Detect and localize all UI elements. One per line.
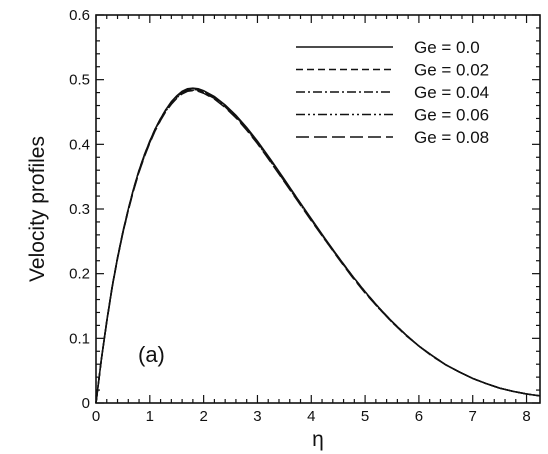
legend: Ge = 0.0 Ge = 0.02 Ge = 0.04 Ge = 0.06 Ge = …: [296, 38, 489, 147]
y-tick-label: 0.3: [69, 201, 90, 218]
x-tick-label: 4: [307, 408, 315, 425]
panel-annotation: (a): [138, 342, 165, 367]
legend-label-3: Ge = 0.06: [414, 106, 489, 125]
x-tick-label: 7: [469, 408, 477, 425]
x-tick-label: 3: [253, 408, 261, 425]
y-axis-label: Velocity profiles: [26, 136, 49, 282]
legend-label-1: Ge = 0.02: [414, 61, 489, 80]
y-tick-label: 0.4: [69, 136, 90, 153]
x-tick-label: 1: [146, 408, 154, 425]
y-tick-label: 0.5: [69, 72, 90, 89]
legend-label-2: Ge = 0.04: [414, 83, 489, 102]
series-lines: [95, 87, 541, 404]
y-tick-label: 0.6: [69, 7, 90, 24]
y-tick-labels: 0 0.1 0.2 0.3 0.4 0.5 0.6: [69, 7, 90, 412]
x-tick-label: 0: [92, 408, 100, 425]
x-tick-label: 2: [199, 408, 207, 425]
x-axis-label: η: [312, 428, 324, 451]
plot-frame: [95, 14, 541, 404]
legend-label-4: Ge = 0.08: [414, 128, 489, 147]
series-line-4: [95, 89, 541, 404]
x-tick-labels: 0 1 2 3 4 5 6 7 8: [92, 408, 531, 425]
y-tick-label: 0: [82, 395, 90, 412]
y-tick-label: 0.2: [69, 266, 90, 283]
legend-label-0: Ge = 0.0: [414, 38, 480, 57]
y-tick-label: 0.1: [69, 330, 90, 347]
x-tick-label: 5: [361, 408, 369, 425]
x-tick-label: 6: [415, 408, 423, 425]
x-tick-label: 8: [522, 408, 530, 425]
